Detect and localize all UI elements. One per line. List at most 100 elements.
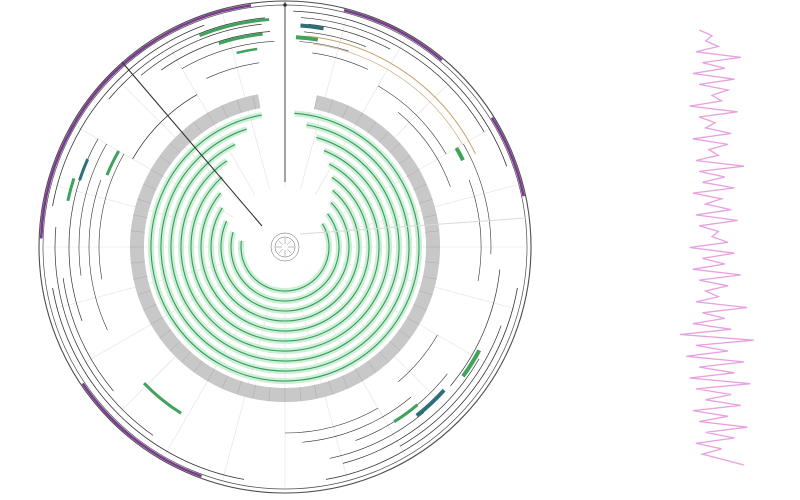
gray-band-tick	[379, 131, 389, 143]
gray-band-tick	[422, 276, 437, 280]
gray-band-tick	[236, 99, 242, 113]
gray-band-tick	[367, 360, 377, 373]
feature-track-arc	[342, 358, 480, 464]
gray-band-tick	[406, 169, 420, 177]
gray-band-tick	[398, 155, 411, 165]
feature-track-arc	[54, 226, 154, 436]
gray-band-tick	[169, 341, 181, 351]
center-spoke	[286, 248, 292, 254]
gray-band-tick	[419, 290, 433, 296]
feature-tracks	[52, 10, 518, 480]
outer-accent-segment	[68, 4, 252, 134]
feature-track-arc	[377, 85, 447, 155]
feature-track-arc	[450, 269, 501, 387]
gray-band-tick	[398, 329, 411, 339]
gray-band-tick	[389, 143, 401, 153]
feature-track-arc	[160, 31, 270, 71]
outer-accent-segment	[39, 124, 75, 239]
gray-band-arc	[130, 94, 441, 402]
center-spoke	[278, 240, 284, 246]
gray-band-tick	[193, 121, 203, 134]
gray-band-tick	[406, 317, 420, 325]
feature-block	[78, 158, 90, 181]
gray-band-tick	[425, 261, 440, 264]
outer-accent-segment	[490, 117, 525, 197]
center-spoke	[278, 248, 284, 254]
spiral-core	[170, 136, 400, 362]
gray-band-tick	[328, 99, 334, 113]
gray-band-tick	[130, 230, 145, 233]
feature-block	[415, 388, 446, 418]
feature-block	[218, 32, 263, 45]
feature-track-arc	[299, 41, 349, 52]
gray-band-tick	[221, 105, 228, 119]
gray-band-tick	[221, 375, 228, 389]
feature-track-arc	[206, 62, 260, 79]
outer-ring	[38, 0, 532, 494]
gray-band-tick	[422, 214, 437, 218]
feature-track-arc	[329, 412, 425, 459]
gray-band-tick	[379, 351, 389, 363]
feature-track-arc	[301, 17, 485, 133]
outer-accent-segment	[343, 8, 443, 62]
spiral-core	[240, 223, 330, 292]
gray-band-tick	[328, 381, 334, 395]
feature-track-arc	[312, 52, 368, 70]
feature-track-arc	[468, 179, 482, 282]
feature-track-arc	[52, 287, 245, 480]
feature-track-arc	[88, 179, 108, 330]
feature-track-arc	[399, 325, 502, 447]
gray-band-tick	[137, 290, 151, 296]
feature-track-arc	[181, 40, 275, 69]
gray-band-tick	[268, 387, 271, 402]
cut-line	[299, 217, 527, 235]
gray-band-tick	[193, 360, 203, 373]
feature-track-arc	[132, 94, 198, 160]
spiral-core	[160, 124, 410, 372]
gray-band-tick	[367, 121, 377, 134]
gray-band-tick	[159, 329, 172, 339]
feature-track-arc	[62, 278, 114, 392]
gray-band-tick	[299, 387, 302, 402]
feature-block	[199, 18, 270, 37]
spiral-core	[200, 176, 370, 332]
gray-band-tick	[207, 368, 215, 382]
spiral-core	[220, 202, 350, 312]
gray-band-tick	[252, 384, 256, 399]
orange-track	[307, 35, 476, 155]
feature-block	[142, 382, 182, 415]
feature-track-arc	[78, 143, 107, 276]
feature-block	[300, 23, 324, 31]
gray-band-tick	[236, 381, 242, 395]
feature-track-arc	[52, 24, 205, 207]
feature-block	[454, 146, 465, 162]
origin-dot	[283, 3, 287, 7]
center-ring-outer	[270, 232, 300, 262]
gray-band-tick	[425, 230, 440, 233]
spiral-core	[230, 213, 340, 302]
gray-band-tick	[252, 95, 256, 110]
gray-band-tick	[159, 155, 172, 165]
outer-accent-segment	[81, 382, 202, 478]
feature-track-arc	[303, 31, 367, 48]
center-ring-inner	[274, 236, 296, 258]
gray-band-tick	[181, 351, 191, 363]
feature-track-arc	[397, 111, 451, 187]
feature-block	[461, 349, 482, 378]
circular-genome-plot	[38, 0, 532, 494]
spiral-rings	[148, 110, 422, 384]
gray-band-tick	[355, 368, 363, 382]
gray-band-tick	[355, 112, 363, 126]
feature-block	[105, 150, 121, 176]
feature-block	[295, 35, 319, 42]
feature-track-arc	[98, 153, 125, 280]
gray-band-tick	[150, 169, 164, 177]
feature-track-arc	[293, 10, 508, 167]
zigzag-series-line	[679, 29, 754, 466]
gray-band-tick	[389, 341, 401, 351]
spiral-core	[150, 112, 420, 382]
gray-band-tick	[143, 183, 157, 190]
spiral-core	[210, 189, 360, 322]
gray-band-tick	[130, 261, 145, 264]
